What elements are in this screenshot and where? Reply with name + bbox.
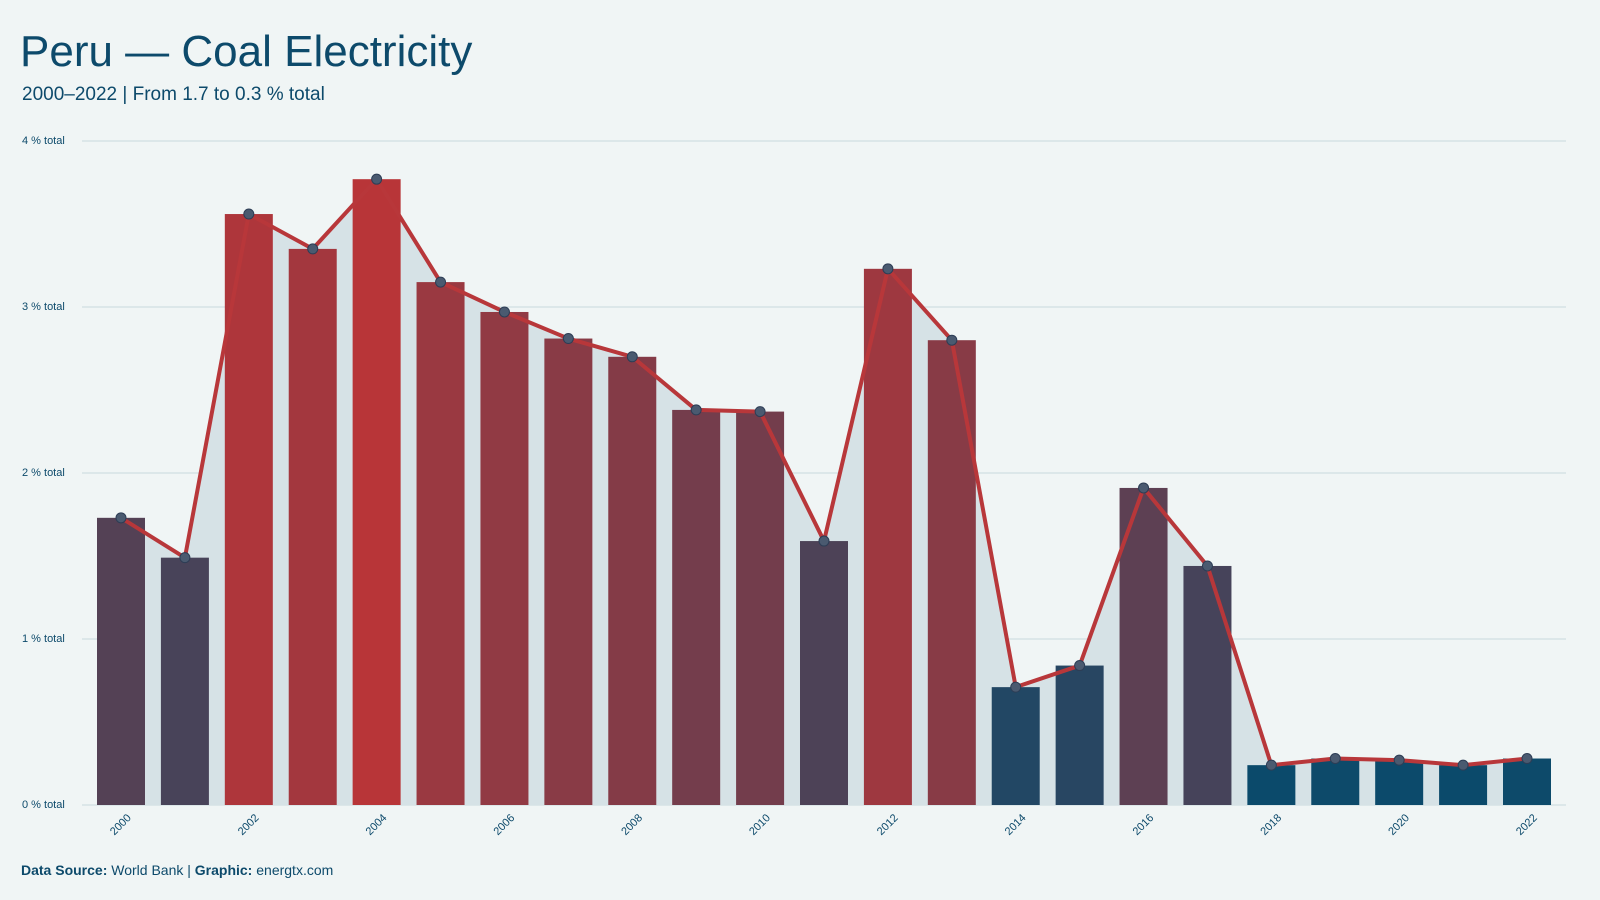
credit: energtx.com [256,862,333,878]
point [562,333,574,345]
point [371,173,383,185]
separator: | [187,862,191,878]
bar [1183,565,1232,805]
point [754,406,766,418]
point [243,208,255,220]
bar [1503,758,1551,805]
bar [1439,765,1488,805]
bar [991,687,1040,805]
x-tick-label: 2018 [1258,812,1284,838]
bar [352,179,401,805]
point [1521,753,1533,765]
bar [1055,665,1104,805]
point [946,334,958,346]
bar [927,340,976,805]
chart-subtitle: 2000–2022 | From 1.7 to 0.3 % total [22,84,325,105]
y-tick-label: 3 % total [22,301,65,313]
point [498,306,510,318]
bar [416,282,465,806]
y-tick-label: 4 % total [22,135,65,147]
bar [224,214,273,806]
x-tick-label: 2002 [236,812,262,838]
point [1329,753,1341,765]
point [626,351,638,363]
source-label: Data Source: [21,862,107,878]
bar [1247,765,1296,805]
point [1138,482,1150,494]
credit-label: Graphic: [195,862,253,878]
bar [863,268,912,805]
x-tick-label: 2016 [1131,812,1157,838]
x-tick-label: 2010 [747,812,773,838]
y-tick-label: 0 % total [22,799,65,811]
point [1201,560,1213,572]
point [1457,759,1469,771]
bar [672,409,721,805]
point [1074,660,1086,672]
point [307,243,319,255]
x-tick-label: 2004 [364,812,390,838]
point [1265,759,1277,771]
area [121,179,1527,805]
bar [160,557,209,805]
bar [1119,487,1168,805]
x-tick-label: 2006 [491,812,517,838]
bar [1311,758,1360,805]
y-tick-label: 2 % total [22,467,65,479]
y-tick-label: 1 % total [22,633,65,645]
bar [736,411,785,805]
bar [480,311,529,805]
point [882,263,894,275]
x-tick-label: 2012 [875,812,901,838]
x-tick-label: 2022 [1514,812,1540,838]
chart-title: Peru — Coal Electricity [20,27,472,76]
x-tick-label: 2008 [619,812,645,838]
point [115,512,127,524]
footer: Data Source: World Bank | Graphic: energ… [21,862,333,878]
point [435,276,447,288]
point [179,552,191,564]
point [818,535,830,547]
point [690,404,702,416]
x-tick-label: 2014 [1003,812,1029,838]
x-tick-label: 2000 [108,812,134,838]
x-tick-label: 2020 [1386,812,1412,838]
bar [97,517,145,805]
bar [288,248,337,805]
point [1393,754,1405,766]
bar [1375,760,1424,805]
bar [544,338,593,805]
source: World Bank [111,862,184,878]
bar [800,541,848,805]
point [1010,681,1022,693]
bar [608,356,657,805]
